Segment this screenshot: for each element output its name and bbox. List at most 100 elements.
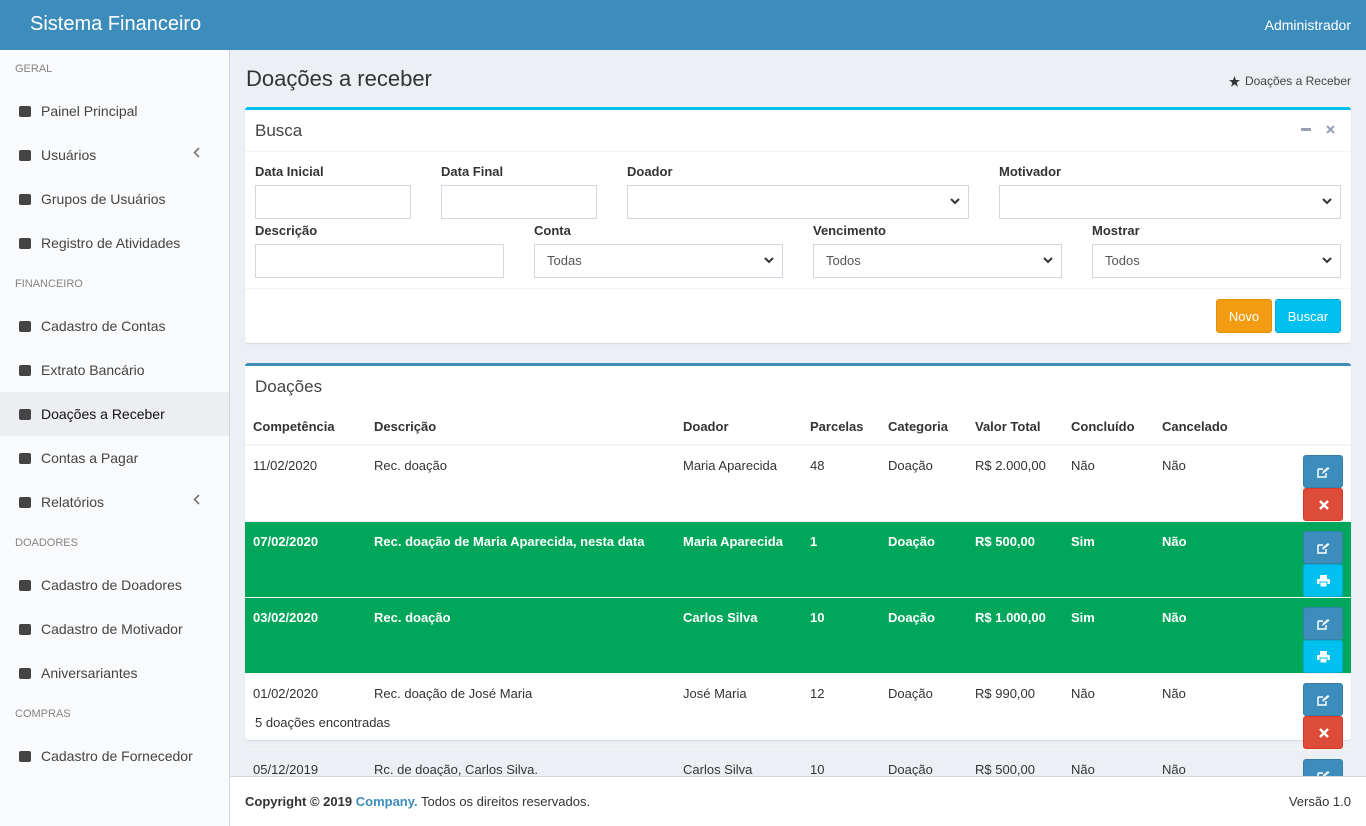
label: Motivador: [999, 164, 1062, 179]
menu-item[interactable]: Cadastro de Doadores: [0, 563, 229, 607]
menu-label: Relatórios: [41, 494, 105, 510]
select[interactable]: Todos: [1092, 244, 1341, 278]
menu-label: Grupos de Usuários: [41, 191, 166, 207]
print-button[interactable]: [1303, 564, 1343, 597]
column-header: Concluído: [1063, 408, 1154, 446]
column-header: Competência: [245, 408, 366, 446]
cell: Sim: [1063, 597, 1154, 674]
label: Data Inicial: [255, 164, 324, 179]
cell: 10: [802, 597, 880, 674]
cell: Rec. doação: [366, 444, 675, 522]
box-title: Busca: [245, 110, 1351, 152]
tbody: 11/02/2020 Rec. doação Maria Aparecida 48 Do…: [245, 444, 1351, 825]
menu-item[interactable]: Usuários: [0, 133, 229, 177]
menu-item[interactable]: Aniversariantes: [0, 651, 229, 695]
table-row: 03/02/2020 Rec. doação Carlos Silva 10 Doaçã…: [245, 597, 1351, 674]
page-title: Doações a receber: [246, 66, 432, 91]
select[interactable]: [999, 185, 1341, 219]
collapse[interactable]: [1301, 128, 1311, 131]
edit-button[interactable]: [1303, 531, 1343, 564]
cell: Não: [1154, 597, 1254, 674]
cell: Doação: [880, 673, 967, 750]
column-header: Doador: [675, 408, 802, 446]
select[interactable]: Todas: [534, 244, 783, 278]
cell: Carlos Silva: [675, 597, 802, 674]
label: Mostrar: [1092, 223, 1140, 238]
menu-item[interactable]: Cadastro de Motivador: [0, 607, 229, 651]
header-row: Competência Descrição Doador Parcelas Catego…: [245, 408, 1351, 446]
menu-label: Usuários: [41, 147, 97, 163]
actions: [1254, 521, 1351, 598]
sidebar-header: GERAL: [15, 63, 53, 75]
close[interactable]: [1326, 125, 1335, 134]
menu-label: Registro de Atividades: [41, 235, 181, 251]
select[interactable]: Todos: [813, 244, 1062, 278]
date-input[interactable]: [441, 185, 597, 219]
menu-label: Cadastro de Motivador: [41, 621, 183, 637]
select-value: Todos: [1105, 253, 1140, 268]
version: Versão 1.0: [1288, 794, 1351, 809]
search-button[interactable]: Buscar: [1275, 299, 1341, 333]
breadcrumb[interactable]: Doações a Receber: [1228, 74, 1351, 88]
menu-label: Extrato Bancário: [41, 362, 145, 378]
cell: Maria Aparecida: [675, 444, 802, 522]
cell: Doação: [880, 444, 967, 522]
label: Descrição: [255, 223, 318, 238]
box-title: Doações: [255, 377, 323, 396]
menu-label: Aniversariantes: [41, 665, 138, 681]
rights: Todos os direitos reservados.: [421, 794, 591, 809]
label: Conta: [534, 223, 571, 238]
menu-item[interactable]: Cadastro de Contas: [0, 304, 229, 348]
sidebar-header: COMPRAS: [15, 708, 71, 720]
menu-item[interactable]: Cadastro de Fornecedor: [0, 734, 229, 778]
date-input[interactable]: [255, 185, 411, 219]
cell: R$ 2.000,00: [967, 444, 1063, 522]
edit-button[interactable]: [1303, 683, 1343, 716]
cell: Não: [1063, 444, 1154, 522]
text-input[interactable]: [255, 244, 504, 278]
column-header: Cancelado: [1154, 408, 1254, 446]
cell: 12: [802, 673, 880, 750]
menu-item[interactable]: Extrato Bancário: [0, 348, 229, 392]
table-row: 11/02/2020 Rec. doação Maria Aparecida 48 Do…: [245, 444, 1351, 522]
menu-label: Doações a Receber: [41, 406, 165, 422]
table-row: 07/02/2020 Rec. doação de Maria Aparecida…: [245, 521, 1351, 598]
edit-button[interactable]: [1303, 607, 1343, 640]
breadcrumb-text: Doações a Receber: [1244, 74, 1351, 88]
menu-item[interactable]: Registro de Atividades: [0, 221, 229, 265]
cell: 11/02/2020: [245, 444, 366, 522]
edit-button[interactable]: [1303, 455, 1343, 488]
menu-label: Cadastro de Doadores: [41, 577, 182, 593]
menu-item[interactable]: Relatórios: [0, 480, 229, 524]
cell: Não: [1154, 444, 1254, 522]
column-header: Valor Total: [967, 408, 1063, 446]
menu-label: Cadastro de Fornecedor: [41, 748, 193, 764]
menu-item[interactable]: Grupos de Usuários: [0, 177, 229, 221]
menu-item[interactable]: Painel Principal: [0, 89, 229, 133]
user-menu[interactable]: Administrador: [1264, 17, 1351, 33]
brand[interactable]: Sistema Financeiro: [30, 13, 202, 35]
delete-button[interactable]: [1303, 488, 1343, 521]
cell: 07/02/2020: [245, 521, 366, 598]
footer: Copyright © 2019 Company. Todos os direi…: [230, 776, 1366, 826]
select-value: Todos: [826, 253, 861, 268]
actions: [1254, 444, 1351, 522]
new-button[interactable]: Novo: [1216, 299, 1272, 333]
actions: [1254, 597, 1351, 674]
company-link[interactable]: Company.: [355, 794, 418, 809]
cell: 03/02/2020: [245, 597, 366, 674]
cell: Rec. doação de José Maria: [366, 673, 675, 750]
menu-item[interactable]: Contas a Pagar: [0, 436, 229, 480]
cell: Doação: [880, 521, 967, 598]
select[interactable]: [627, 185, 969, 219]
print-button[interactable]: [1303, 640, 1343, 673]
menu-item[interactable]: Doações a Receber: [0, 392, 229, 436]
copyright: Copyright © 2019: [245, 794, 353, 809]
delete-button[interactable]: [1303, 716, 1343, 749]
column-header: Categoria: [880, 408, 967, 446]
label: Doador: [627, 164, 673, 179]
top-bar: Sistema Financeiro Administrador: [0, 0, 1366, 50]
column-header: Descrição: [366, 408, 675, 446]
